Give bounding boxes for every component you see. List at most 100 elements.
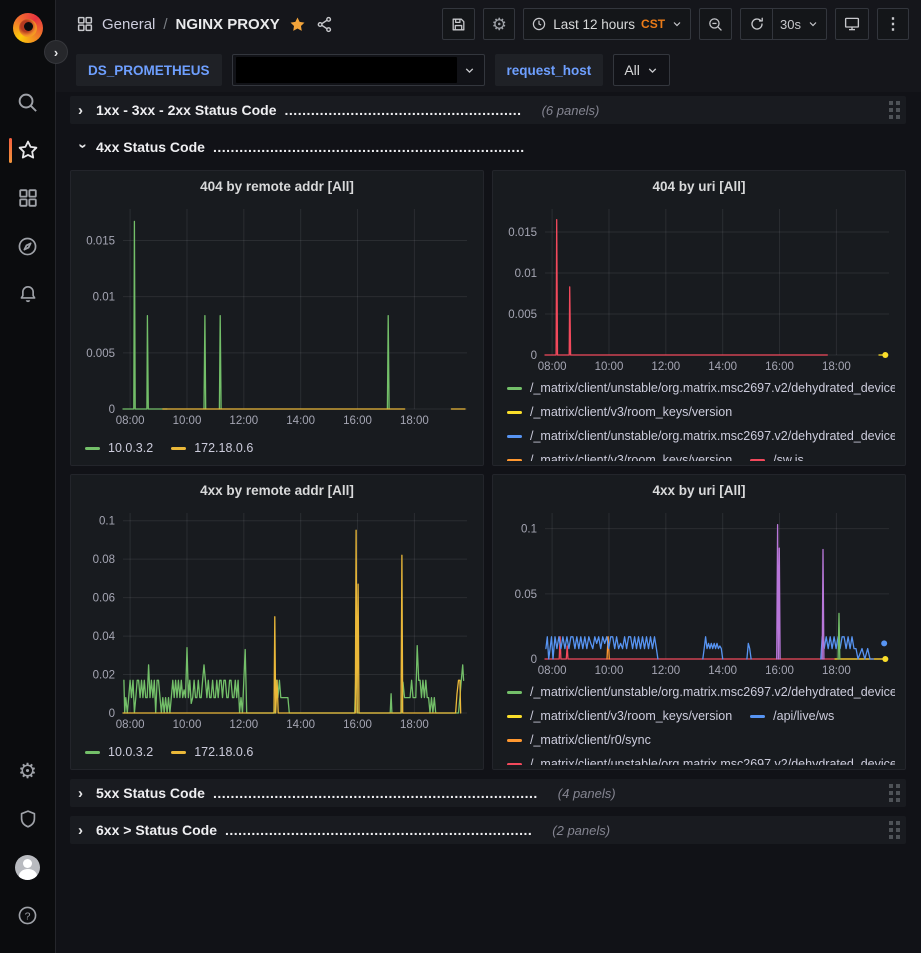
- save-dashboard-button[interactable]: [442, 8, 476, 40]
- sidebar-item-explore[interactable]: [0, 222, 56, 270]
- svg-text:12:00: 12:00: [229, 719, 258, 731]
- svg-text:10:00: 10:00: [173, 415, 202, 427]
- help-icon: ?: [18, 906, 37, 924]
- row-4xx[interactable]: › 4xx Status Code ......................…: [70, 133, 906, 161]
- sidebar-item-help[interactable]: ?: [0, 891, 56, 939]
- legend-label: 172.18.0.6: [194, 441, 254, 455]
- dashboard-settings-button[interactable]: ⚙: [483, 8, 516, 40]
- chevron-right-icon: ›: [78, 821, 83, 839]
- row-panel-count: (6 panels): [541, 102, 600, 118]
- dashboard-canvas: › 1xx - 3xx - 2xx Status Code ..........…: [56, 92, 921, 953]
- svg-text:0.005: 0.005: [86, 348, 115, 360]
- breadcrumb: General / NGINX PROXY: [76, 15, 334, 34]
- sidebar-item-alerting[interactable]: [0, 270, 56, 318]
- zoom-out-time-button[interactable]: [699, 8, 733, 40]
- sidebar-item-starred[interactable]: [0, 126, 56, 174]
- kebab-menu-button[interactable]: ⋮: [877, 8, 909, 40]
- chart-svg: 0 0.05 0.1 08:00 10:00 12:00 14:00 16:00 18:00: [515, 513, 889, 677]
- svg-text:16:00: 16:00: [765, 665, 794, 677]
- legend-swatch: [750, 714, 766, 718]
- legend-item[interactable]: /_matrix/client/unstable/org.matrix.msc2…: [507, 377, 895, 399]
- legend-item[interactable]: /sw.js: [750, 449, 804, 461]
- row-5xx[interactable]: › 5xx Status Code ......................…: [70, 779, 906, 807]
- legend-item[interactable]: 172.18.0.6: [171, 741, 253, 763]
- legend-item[interactable]: /_matrix/client/unstable/org.matrix.msc2…: [507, 681, 895, 703]
- row-title: 5xx Status Code: [96, 785, 205, 801]
- datasource-variable-label[interactable]: DS_PROMETHEUS: [76, 54, 222, 86]
- request-host-variable-label[interactable]: request_host: [494, 54, 604, 86]
- legend-item[interactable]: /_matrix/client/unstable/org.matrix.msc2…: [507, 753, 895, 765]
- share-dashboard-button[interactable]: [315, 15, 334, 34]
- timeseries-chart[interactable]: 0 0.005 0.01 0.015 08:00 10:00 12:00 14:00 16:00…: [499, 201, 899, 373]
- refresh-button[interactable]: [740, 8, 773, 40]
- refresh-interval-dropdown[interactable]: 30s: [772, 8, 827, 40]
- datasource-variable-select[interactable]: [231, 54, 485, 86]
- chevron-down-icon: [809, 22, 817, 27]
- sidebar-item-settings[interactable]: ⚙: [0, 747, 56, 795]
- legend-item[interactable]: 172.18.0.6: [171, 437, 253, 459]
- legend-swatch: [85, 750, 100, 754]
- svg-text:0.01: 0.01: [93, 292, 115, 304]
- request-host-variable-select[interactable]: All: [613, 54, 670, 86]
- panel-title[interactable]: 4xx by uri [All]: [652, 482, 746, 498]
- svg-text:0.05: 0.05: [515, 589, 537, 601]
- legend-item[interactable]: /_matrix/client/r0/sync: [507, 729, 651, 751]
- legend-label: /_matrix/client/v3/room_keys/version: [530, 405, 733, 419]
- row-1xx-3xx-2xx[interactable]: › 1xx - 3xx - 2xx Status Code ..........…: [70, 96, 906, 124]
- svg-text:0.015: 0.015: [86, 235, 115, 247]
- legend-item[interactable]: 10.0.3.2: [85, 741, 153, 763]
- bell-icon: [20, 286, 35, 303]
- timeseries-chart[interactable]: 0 0.005 0.01 0.015 08:00 10:00 12:00 14:00 16:00…: [77, 201, 477, 427]
- breadcrumb-section[interactable]: General: [102, 15, 156, 33]
- svg-text:0.08: 0.08: [93, 554, 115, 566]
- svg-text:14:00: 14:00: [708, 665, 737, 677]
- request-host-value: All: [624, 62, 640, 78]
- legend-item[interactable]: /_matrix/client/v3/room_keys/version: [507, 705, 732, 727]
- dashboards-breadcrumb-icon[interactable]: [76, 15, 94, 33]
- panel-title[interactable]: 4xx by remote addr [All]: [200, 482, 354, 498]
- sidebar-item-server-admin[interactable]: [0, 795, 56, 843]
- row-drag-handle[interactable]: [889, 101, 900, 119]
- search-icon: [18, 93, 37, 112]
- svg-text:16:00: 16:00: [765, 361, 794, 373]
- time-range-picker[interactable]: Last 12 hours CST: [523, 8, 692, 40]
- svg-text:12:00: 12:00: [651, 361, 680, 373]
- legend-item[interactable]: /_matrix/client/unstable/org.matrix.msc2…: [507, 425, 895, 447]
- row-6xx[interactable]: › 6xx > Status Code ....................…: [70, 816, 906, 844]
- legend-label: /_matrix/client/v3/room_keys/version: [530, 453, 733, 461]
- sidebar-item-search[interactable]: [0, 78, 56, 126]
- legend-item[interactable]: /_matrix/client/v3/room_keys/version: [507, 401, 732, 423]
- breadcrumb-separator: /: [163, 15, 168, 33]
- sidebar-expand-button[interactable]: ›: [44, 40, 68, 64]
- cycle-view-mode-button[interactable]: [835, 8, 869, 40]
- legend-swatch: [750, 458, 766, 461]
- legend-item[interactable]: /api/live/ws: [750, 705, 834, 727]
- legend-label: /_matrix/client/unstable/org.matrix.msc2…: [530, 685, 895, 699]
- panel-title[interactable]: 404 by uri [All]: [652, 178, 746, 194]
- monitor-icon: [844, 17, 860, 31]
- row-title: 1xx - 3xx - 2xx Status Code: [96, 102, 277, 118]
- panel-title[interactable]: 404 by remote addr [All]: [200, 178, 354, 194]
- svg-text:16:00: 16:00: [343, 415, 372, 427]
- refresh-icon: [750, 17, 763, 30]
- sidebar-item-profile[interactable]: [0, 843, 56, 891]
- svg-text:0: 0: [531, 654, 537, 666]
- dashboard-title[interactable]: NGINX PROXY: [175, 15, 280, 33]
- unstar-dashboard-button[interactable]: [288, 15, 307, 34]
- row-title: 6xx > Status Code: [96, 822, 217, 838]
- row-drag-handle[interactable]: [889, 821, 900, 839]
- grafana-logo-link[interactable]: [12, 10, 43, 46]
- sidebar-item-dashboards[interactable]: [0, 174, 56, 222]
- legend-label: /sw.js: [773, 453, 804, 461]
- timeseries-chart[interactable]: 0 0.05 0.1 08:00 10:00 12:00 14:00 16:00 18:00: [499, 505, 899, 677]
- svg-text:12:00: 12:00: [229, 415, 258, 427]
- legend-label: 10.0.3.2: [108, 745, 154, 759]
- row-drag-handle[interactable]: [889, 784, 900, 802]
- dashboards-grid-icon: [18, 189, 37, 207]
- svg-text:0: 0: [109, 708, 115, 720]
- timeseries-chart[interactable]: 0 0.02 0.04 0.06 0.08 0.1 08:00 10:00 12:00 14:00…: [77, 505, 477, 731]
- legend-item[interactable]: /_matrix/client/v3/room_keys/version: [507, 449, 732, 461]
- legend-item[interactable]: 10.0.3.2: [85, 437, 153, 459]
- compass-icon: [18, 237, 37, 255]
